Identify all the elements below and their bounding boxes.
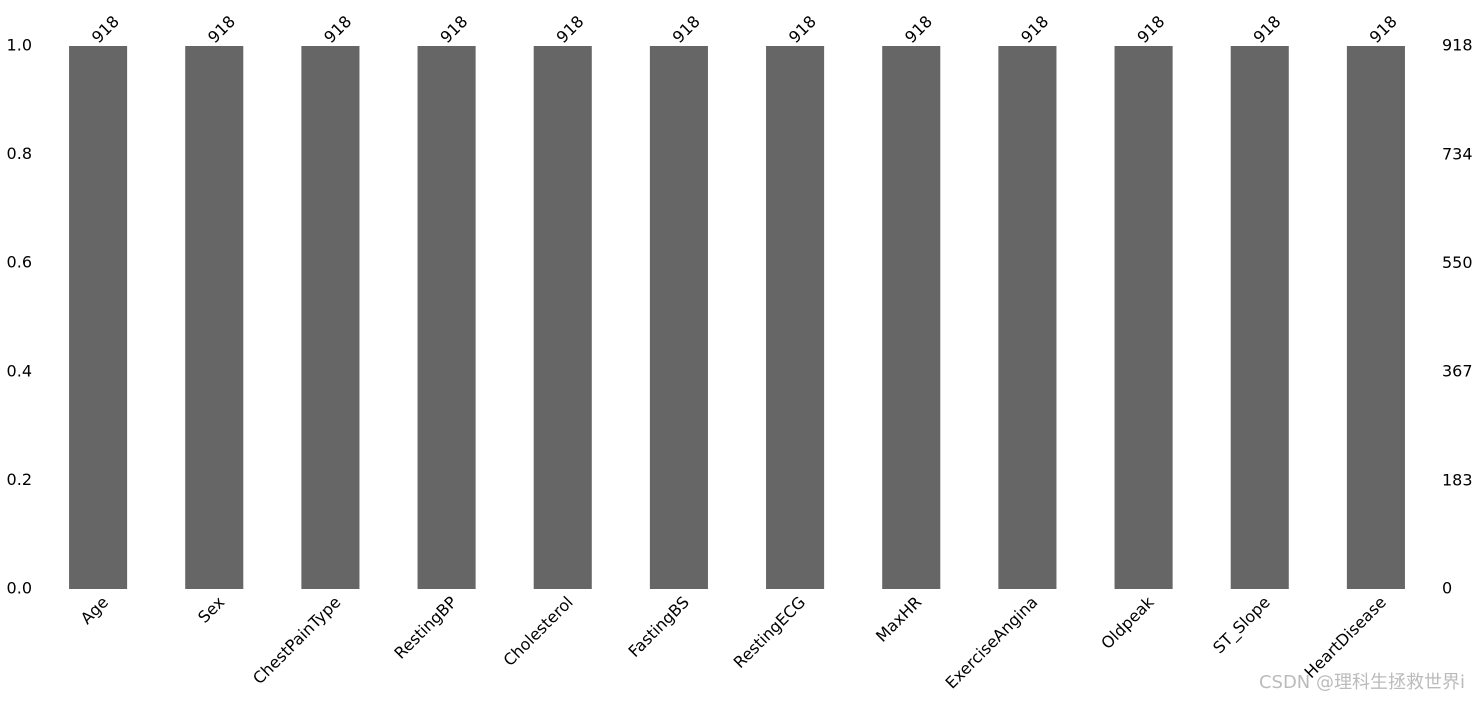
bar bbox=[766, 46, 825, 589]
bar bbox=[185, 46, 244, 589]
value-label: 918 bbox=[1133, 12, 1168, 47]
bar bbox=[417, 46, 476, 589]
bar bbox=[998, 46, 1057, 589]
y2-tick-label: 918 bbox=[1442, 36, 1473, 55]
value-label: 918 bbox=[669, 12, 704, 47]
value-label: 918 bbox=[1250, 12, 1285, 47]
x-tick-label: Cholesterol bbox=[499, 593, 576, 670]
y-tick-label: 0.4 bbox=[7, 361, 32, 380]
y-tick-label: 1.0 bbox=[7, 36, 32, 55]
bar bbox=[882, 46, 941, 589]
x-tick-label: Age bbox=[77, 593, 112, 628]
x-tick-label: HeartDisease bbox=[1301, 593, 1390, 682]
watermark: CSDN @理科生拯救世界i bbox=[1259, 672, 1465, 693]
value-label: 918 bbox=[785, 12, 820, 47]
value-label: 918 bbox=[1366, 12, 1401, 47]
bar bbox=[301, 46, 360, 589]
value-label: 918 bbox=[204, 12, 239, 47]
y2-tick-label: 550 bbox=[1442, 253, 1473, 272]
y2-tick-label: 734 bbox=[1442, 144, 1473, 163]
x-tick-label: ST_Slope bbox=[1209, 593, 1274, 658]
x-tick-label: RestingBP bbox=[390, 592, 460, 662]
x-tick-label: ExerciseAngina bbox=[942, 593, 1042, 693]
value-label: 918 bbox=[436, 12, 471, 47]
x-tick-label: Sex bbox=[194, 593, 228, 627]
bar bbox=[1114, 46, 1173, 589]
bar bbox=[1346, 46, 1405, 589]
x-tick-label: Oldpeak bbox=[1097, 592, 1158, 653]
y-tick-label: 0.0 bbox=[7, 579, 32, 598]
y2-tick-label: 0 bbox=[1442, 579, 1452, 598]
bar bbox=[69, 46, 128, 589]
value-label: 918 bbox=[320, 12, 355, 47]
value-label: 918 bbox=[901, 12, 936, 47]
y-tick-label: 0.2 bbox=[7, 470, 32, 489]
y2-tick-label: 367 bbox=[1442, 361, 1473, 380]
value-label: 918 bbox=[553, 12, 588, 47]
y-tick-label: 0.8 bbox=[7, 144, 32, 163]
x-tick-label: ChestPainType bbox=[249, 593, 344, 688]
value-label: 918 bbox=[88, 12, 123, 47]
y2-tick-label: 183 bbox=[1442, 470, 1473, 489]
bar bbox=[649, 46, 708, 589]
bar bbox=[1230, 46, 1289, 589]
x-tick-label: RestingECG bbox=[730, 593, 809, 672]
bar bbox=[533, 46, 592, 589]
value-label: 918 bbox=[1017, 12, 1052, 47]
y-tick-label: 0.6 bbox=[7, 253, 32, 272]
x-tick-label: FastingBS bbox=[625, 593, 693, 661]
x-tick-label: MaxHR bbox=[872, 593, 925, 646]
